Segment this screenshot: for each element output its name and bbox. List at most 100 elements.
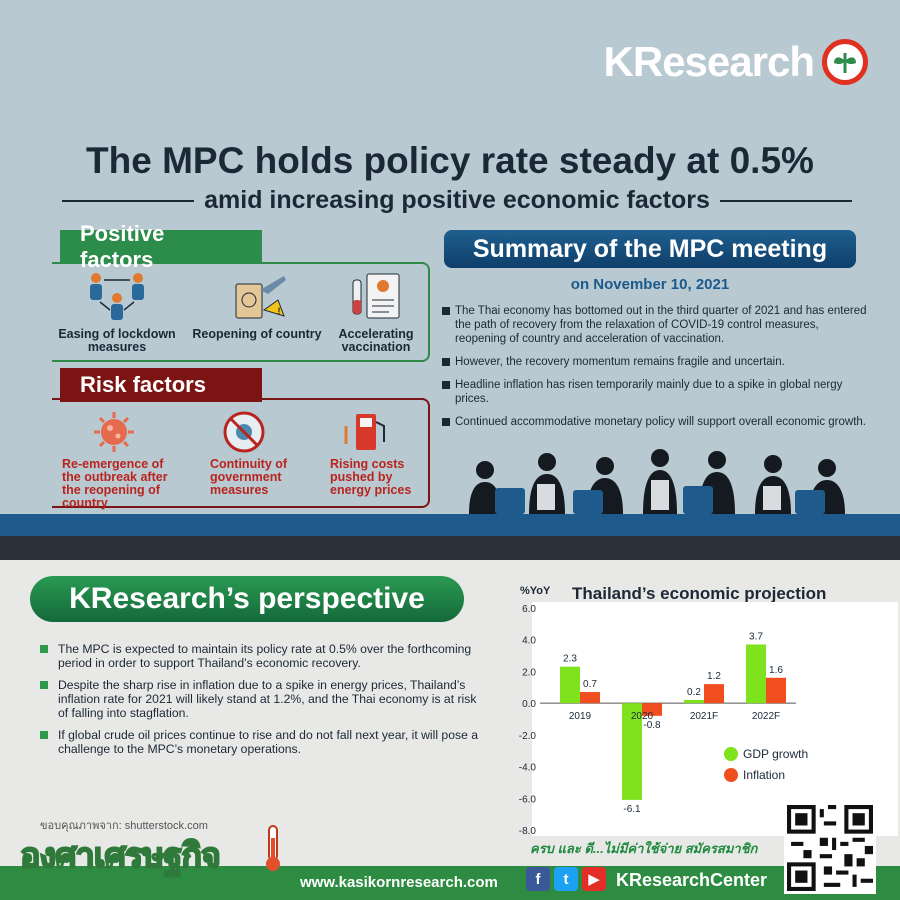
summary-point: Headline inflation has risen temporarily…: [440, 378, 870, 406]
y-tick-label: -4.0: [519, 763, 537, 774]
y-tick-label: -2.0: [519, 731, 537, 742]
bar-inflation: [766, 677, 786, 704]
table-band: [0, 514, 900, 536]
data-label: -6.1: [623, 804, 641, 815]
risk-outbreak: Re-emergence of the outbreak after the r…: [62, 410, 190, 510]
data-label: 2.3: [563, 654, 577, 665]
factor-label: pushed by: [330, 470, 393, 484]
positive-factors-heading: Positive factors: [60, 221, 262, 272]
factor-label: Re-emergence of: [62, 457, 164, 471]
no-virus-icon: [223, 411, 265, 453]
factor-label: the outbreak after: [62, 470, 168, 484]
x-tick-label: 2019: [569, 711, 592, 722]
risk-energy-prices: Rising costs pushed by energy prices: [330, 410, 426, 497]
factor-reopening: ! Reopening of country: [186, 270, 328, 341]
legend-entry: Inflation: [743, 768, 785, 782]
bar-gdp-growth: [622, 703, 642, 800]
divider: [719, 199, 852, 202]
page-title: The MPC holds policy rate steady at 0.5%: [86, 140, 814, 181]
factor-label: government: [210, 470, 282, 484]
y-tick-label: 0.0: [522, 699, 536, 710]
factor-label: vaccination: [341, 340, 411, 354]
y-tick-label: -8.0: [519, 826, 537, 837]
bar-gdp-growth: [684, 699, 704, 704]
factor-label: Rising costs: [330, 457, 405, 471]
data-label: 3.7: [749, 631, 763, 642]
summary-heading: Summary of the MPC meeting: [444, 230, 856, 268]
summary-point: Continued accommodative monetary policy …: [440, 415, 870, 429]
projection-chart: %YoY 6.0 4.0 2.0 0.0 -2.0 -4.0 -6.0 -8.0 2.3 0.7 20…: [519, 585, 898, 837]
table-band-shadow: [0, 536, 900, 560]
data-label: 0.2: [687, 687, 701, 698]
photo-credit: ขอบคุณภาพจาก: shutterstock.com: [40, 820, 208, 832]
divider: [62, 199, 195, 202]
x-tick-label: 2021F: [690, 711, 718, 722]
people-distancing-icon: [90, 273, 144, 320]
y-tick-label: 2.0: [522, 667, 536, 678]
perspective-list: The MPC is expected to maintain its poli…: [40, 642, 480, 764]
factor-label: the reopening of: [62, 483, 160, 497]
factor-label: measures: [210, 483, 269, 497]
data-label: -0.8: [643, 720, 661, 731]
footer-brand-name: องศาเศรษฐกิจ: [19, 835, 222, 877]
factor-label: Accelerating: [338, 327, 414, 341]
perspective-heading: KResearch’s perspective: [30, 576, 464, 622]
bar-inflation: [580, 692, 600, 704]
passport-plane-icon: !: [235, 276, 286, 319]
svg-text:!: !: [278, 306, 281, 316]
legend-entry: GDP growth: [743, 747, 808, 761]
virus-icon: [94, 412, 134, 452]
chart-title: Thailand’s economic projection: [572, 584, 827, 603]
summary-point: However, the recovery momentum remains f…: [440, 355, 870, 369]
factor-label: energy prices: [330, 483, 412, 497]
summary-point: The Thai economy has bottomed out in the…: [440, 304, 870, 346]
bar-gdp-growth: [560, 666, 580, 704]
y-tick-label: 4.0: [522, 636, 536, 647]
factor-label: Continuity of: [210, 457, 288, 471]
logo-text: KResearch: [603, 38, 815, 85]
twitter-icon[interactable]: t: [554, 867, 578, 891]
footer-strip: [0, 866, 900, 900]
y-tick-label: 6.0: [522, 604, 536, 615]
bar-inflation: [642, 703, 662, 716]
subscribe-tagline[interactable]: ครบ และ ดี...ไม่มีค่าใช้จ่าย สมัครสมาชิก: [530, 841, 758, 856]
fuel-pump-icon: [344, 414, 385, 450]
data-label: 1.2: [707, 671, 721, 682]
summary-list: The Thai economy has bottomed out in the…: [440, 304, 870, 438]
kbank-leaf-icon: [822, 39, 868, 85]
factor-vaccination: Accelerating vaccination: [328, 270, 424, 354]
page-subtitle: amid increasing positive economic factor…: [204, 186, 710, 214]
y-tick-label: -6.0: [519, 794, 537, 805]
factor-label: measures: [87, 340, 147, 354]
perspective-point: Despite the sharp rise in inflation due …: [40, 678, 480, 720]
factor-label: Reopening of country: [192, 327, 322, 341]
summary-date: on November 10, 2021: [570, 276, 730, 293]
legend-swatch: [724, 747, 738, 761]
chart-plot-background: [532, 602, 898, 836]
factor-label: Easing of lockdown: [58, 327, 176, 341]
youtube-icon[interactable]: ▶: [582, 867, 606, 891]
qr-code-image[interactable]: [784, 802, 876, 894]
data-label: 0.7: [583, 679, 597, 690]
footer-brand: องศาเศรษฐกิจ: [19, 822, 280, 877]
risk-government-measures: Continuity of government measures: [210, 410, 318, 497]
risk-factors-heading: Risk factors: [60, 368, 262, 402]
facebook-icon[interactable]: f: [526, 867, 550, 891]
bar-inflation: [704, 684, 724, 704]
vaccine-icon: [352, 273, 400, 319]
perspective-point: The MPC is expected to maintain its poli…: [40, 642, 480, 670]
social-handle[interactable]: KResearchCenter: [616, 870, 768, 890]
x-tick-label: 2020: [631, 711, 654, 722]
y-axis-label: %YoY: [520, 585, 551, 597]
meeting-silhouette-image: [469, 449, 845, 540]
perspective-point: If global crude oil prices continue to r…: [40, 728, 480, 756]
website-link[interactable]: www.kasikornresearch.com: [300, 874, 498, 891]
factor-label: country: [62, 496, 108, 510]
factor-lockdown-easing: Easing of lockdown measures: [54, 270, 180, 354]
data-label: 1.6: [769, 665, 783, 676]
kresearch-logo[interactable]: KResearch: [604, 38, 868, 86]
legend-swatch: [724, 768, 738, 782]
x-tick-label: 2022F: [752, 711, 780, 722]
social-icons: f t ▶: [526, 867, 606, 891]
thermometer-icon: [266, 825, 280, 871]
